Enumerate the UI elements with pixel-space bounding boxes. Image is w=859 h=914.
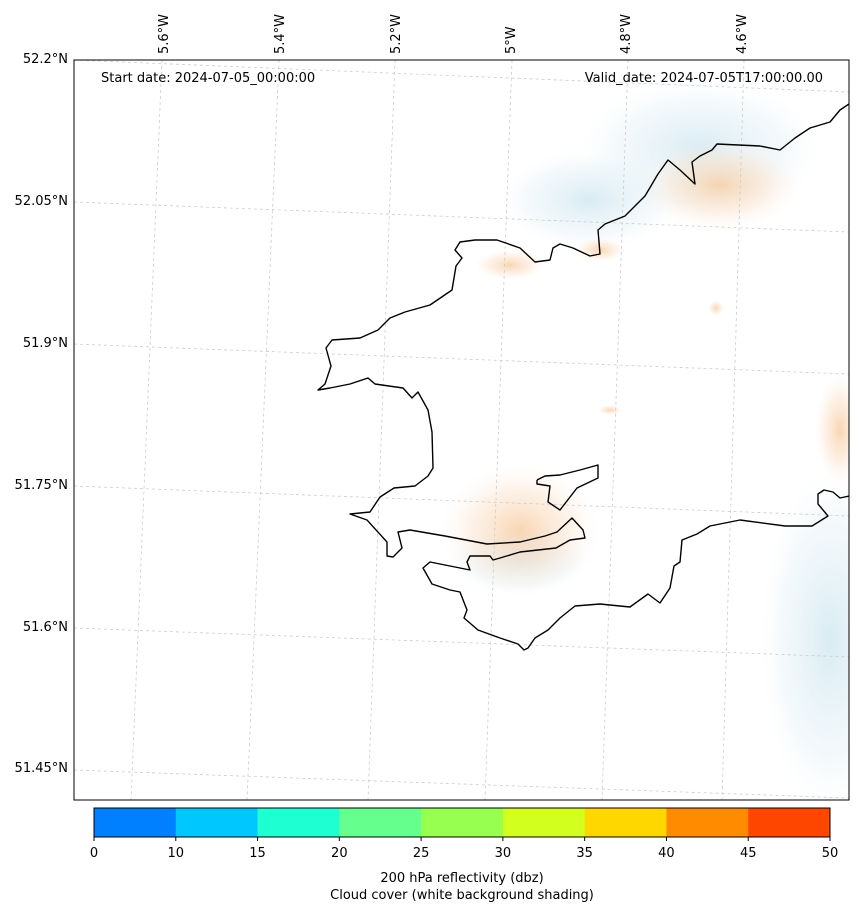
colorbar-tick-label: 30 (494, 846, 512, 861)
colorbar-segment (94, 808, 177, 837)
lon-label: 5°W (504, 26, 519, 54)
lon-label: 5.4°W (273, 13, 288, 54)
colorbar-sublabel: Cloud cover (white background shading) (330, 888, 594, 903)
colorbar-frame (93, 807, 831, 838)
map-frame (73, 59, 850, 801)
lat-label: 52.05°N (14, 194, 68, 209)
colorbar-segment (257, 808, 340, 837)
colorbar-segment (502, 808, 586, 837)
colorbar-tick-label: 50 (821, 846, 839, 861)
colorbar-segment (666, 808, 749, 837)
lat-label: 51.9°N (22, 336, 68, 351)
colorbar-segment (421, 808, 504, 837)
colorbar-tick-label: 10 (167, 846, 185, 861)
lon-label: 4.8°W (619, 13, 634, 54)
lat-label: 52.2°N (22, 52, 68, 67)
colorbar-tick-label: 0 (89, 846, 99, 861)
lon-label: 5.6°W (157, 13, 172, 54)
colorbar-tick-label: 40 (658, 846, 675, 861)
colorbar-segment (584, 808, 667, 837)
lon-label: 4.6°W (735, 13, 750, 54)
colorbar-tick-label: 15 (249, 846, 266, 861)
colorbar-segment (175, 808, 259, 837)
cloud-shading (440, 80, 849, 800)
colorbar-tick-label: 25 (412, 846, 430, 861)
colorbar-segment (748, 808, 831, 837)
colorbar-tick-label: 45 (739, 846, 757, 861)
colorbar-tick-label: 35 (576, 846, 593, 861)
lon-label: 5.2°W (389, 13, 404, 54)
lat-label: 51.6°N (22, 620, 68, 635)
colorbar-tick-label: 20 (331, 846, 348, 861)
colorbar-segment (339, 808, 422, 837)
coastline (317, 103, 849, 651)
start-date-text: Start date: 2024-07-05_00:00:00 (101, 71, 316, 86)
colorbar-label: 200 hPa reflectivity (dbz) (380, 871, 544, 886)
valid-date-text: Valid_date: 2024-07-05T17:00:00.00 (584, 71, 823, 86)
lat-label: 51.45°N (14, 761, 68, 776)
colorbar (93, 807, 831, 841)
lat-label: 51.75°N (14, 478, 68, 493)
